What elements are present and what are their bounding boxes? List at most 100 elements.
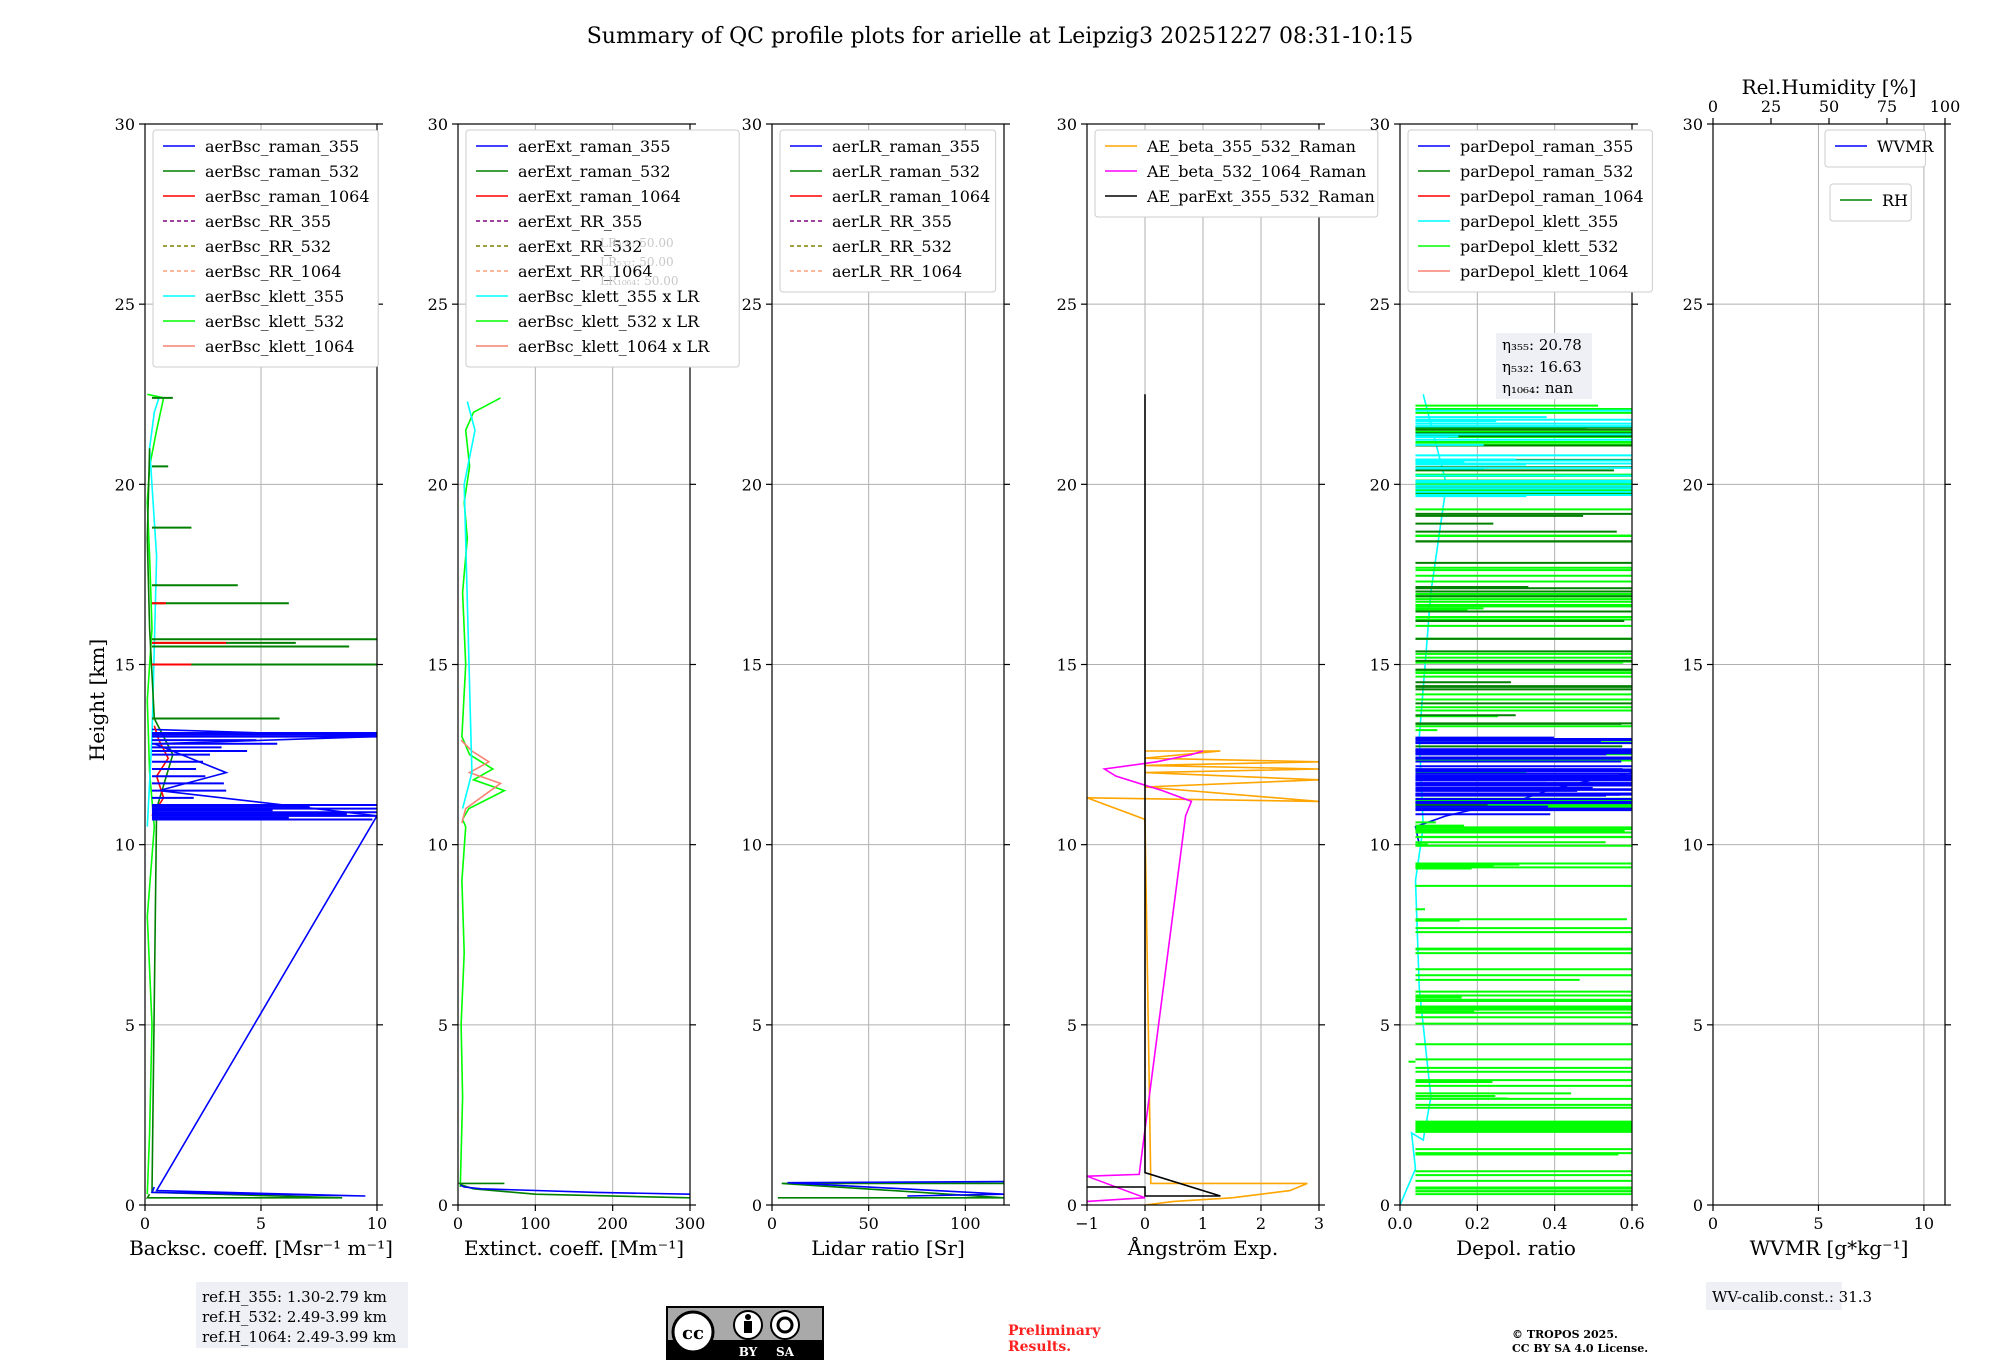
x-tick-label: 0.6 bbox=[1619, 1214, 1644, 1233]
preliminary-results: Preliminary Results. bbox=[1008, 1323, 1101, 1355]
series-group bbox=[777, 1180, 1004, 1199]
legend-entry: aerExt_RR_1064 bbox=[518, 262, 653, 281]
legend: parDepol_raman_355 parDepol_raman_532 parD… bbox=[1407, 129, 1653, 293]
series-aerExt_raman_355 bbox=[459, 1184, 690, 1195]
series-aerBsc_klett_355 x LR bbox=[461, 401, 476, 809]
x-tick-label: 0 bbox=[453, 1214, 463, 1233]
x-tick-label: 10 bbox=[1914, 1214, 1934, 1233]
preliminary-line-2: Results. bbox=[1008, 1339, 1071, 1355]
legend-box bbox=[1407, 129, 1653, 293]
legend-entry: aerLR_RR_355 bbox=[832, 212, 952, 231]
legend-entry: aerLR_raman_532 bbox=[832, 162, 980, 181]
x-tick-label: 0 bbox=[1140, 1214, 1150, 1233]
y-tick-label: 10 bbox=[742, 836, 762, 855]
y-tick-label: 20 bbox=[1683, 475, 1703, 494]
ref-height-355: ref.H_355: 1.30-2.79 km bbox=[202, 1288, 387, 1306]
y-tick-label: 15 bbox=[742, 656, 762, 675]
y-tick-label: 0 bbox=[125, 1196, 135, 1215]
y-tick-label: 20 bbox=[1057, 475, 1077, 494]
legend-entry: parDepol_raman_1064 bbox=[1460, 187, 1644, 206]
legend-entry: AE_beta_355_532_Raman bbox=[1146, 137, 1356, 156]
series-group bbox=[1087, 394, 1319, 1205]
series-AE_beta_355_532_Raman bbox=[1087, 750, 1319, 1205]
y-tick-label: 20 bbox=[1370, 475, 1390, 494]
y-tick-label: 30 bbox=[742, 115, 762, 134]
copyright-line-1: © TROPOS 2025. bbox=[1512, 1328, 1618, 1341]
y-tick-label: 10 bbox=[428, 836, 448, 855]
y-tick-label: 15 bbox=[1370, 656, 1390, 675]
panel-backscatter: 0 5 10 15 20 25 30 0 5 10 Backsc. coeff. [Msr⁻¹ m⁻… bbox=[115, 115, 393, 1260]
cc-label: cc bbox=[682, 1323, 704, 1344]
legend-entry: aerExt_RR_532 bbox=[518, 237, 642, 256]
x-tick-label: 0 bbox=[140, 1214, 150, 1233]
y-tick-label: 0 bbox=[1067, 1196, 1077, 1215]
eta-355: η₃₅₅: 20.78 bbox=[1502, 336, 1582, 354]
legend-entry: aerBsc_raman_355 bbox=[205, 137, 359, 156]
x-tick-label: 0.2 bbox=[1465, 1214, 1490, 1233]
legend-entry: aerExt_raman_355 bbox=[518, 137, 671, 156]
y-tick-label: 25 bbox=[1057, 295, 1077, 314]
x-tick-label: 100 bbox=[950, 1214, 981, 1233]
y-tick-label: 0 bbox=[438, 1196, 448, 1215]
legend-entry: aerLR_RR_1064 bbox=[832, 262, 962, 281]
y-tick-label: 10 bbox=[1370, 836, 1390, 855]
legend-2: RH bbox=[1829, 183, 1912, 222]
series-group bbox=[145, 393, 377, 1199]
ref-height-532: ref.H_532: 2.49-3.99 km bbox=[202, 1308, 387, 1326]
series-aerLR_raman_532 bbox=[777, 1182, 1004, 1199]
y-tick-label: 20 bbox=[742, 475, 762, 494]
x-tick-label: 50 bbox=[858, 1214, 878, 1233]
cc-license-badge[interactable]: cc BY SA bbox=[666, 1306, 824, 1362]
x-axis-label: Lidar ratio [Sr] bbox=[811, 1236, 965, 1260]
panel-depolarization: 0 5 10 15 20 25 30 0.0 0.2 0.4 0.6 Depol. ratio parD… bbox=[1370, 115, 1653, 1260]
y-tick-label: 25 bbox=[1370, 295, 1390, 314]
legend: AE_beta_355_532_Raman AE_beta_532_1064_Ra… bbox=[1094, 129, 1379, 218]
legend-entry: aerLR_raman_1064 bbox=[832, 187, 990, 206]
lr-value-532: LR₅₃₂: 50.00 bbox=[600, 255, 674, 269]
x-tick-label: 5 bbox=[256, 1214, 266, 1233]
copyright-line-2: CC BY SA 4.0 License. bbox=[1512, 1342, 1648, 1355]
legend-box bbox=[1824, 129, 1926, 168]
by-label: BY bbox=[739, 1345, 758, 1359]
panel-lidar_ratio: 0 5 10 15 20 25 30 0 50 100 Lidar ratio [Sr] aerLR_… bbox=[742, 115, 1010, 1260]
y-tick-label: 10 bbox=[1057, 836, 1077, 855]
x-tick-label: 0 bbox=[767, 1214, 777, 1233]
legend-entry: aerBsc_klett_532 x LR bbox=[518, 312, 700, 331]
legend-entry: aerBsc_raman_1064 bbox=[205, 187, 370, 206]
y-tick-label: 10 bbox=[115, 836, 135, 855]
eta-532: η₅₃₂: 16.63 bbox=[1502, 358, 1582, 376]
x-tick-label: 0.4 bbox=[1542, 1214, 1567, 1233]
x-tick-label: 0.0 bbox=[1387, 1214, 1412, 1233]
ref-height-1064: ref.H_1064: 2.49-3.99 km bbox=[202, 1328, 396, 1346]
series-aerBsc_klett_532 x LR bbox=[459, 397, 507, 1188]
legend-entry: AE_beta_532_1064_Raman bbox=[1146, 162, 1366, 181]
y-tick-label: 25 bbox=[742, 295, 762, 314]
legend: aerLR_raman_355 aerLR_raman_532 aerLR_rama… bbox=[779, 129, 997, 293]
lr-values: LR₃₅₅: 50.00 LR₅₃₂: 50.00 LR₁₀₆₄: 50.00 bbox=[600, 236, 678, 288]
y-tick-label: 20 bbox=[115, 475, 135, 494]
x-axis-label: WVMR [g*kg⁻¹] bbox=[1750, 1236, 1909, 1260]
legend-entry: parDepol_raman_355 bbox=[1460, 137, 1633, 156]
y-tick-label: 5 bbox=[1067, 1016, 1077, 1035]
legend-entry: aerBsc_raman_532 bbox=[205, 162, 359, 181]
series-aerLR_raman_355 bbox=[787, 1180, 1004, 1197]
eta-box: η₃₅₅: 20.78 η₅₃₂: 16.63 η₁₀₆₄: nan bbox=[1496, 333, 1592, 399]
top-x-tick-label: 75 bbox=[1877, 97, 1897, 116]
x-tick-label: 3 bbox=[1314, 1214, 1324, 1233]
x-axis-label: Backsc. coeff. [Msr⁻¹ m⁻¹] bbox=[129, 1236, 393, 1260]
x-tick-label: 200 bbox=[597, 1214, 628, 1233]
y-tick-label: 0 bbox=[1380, 1196, 1390, 1215]
legend: aerBsc_raman_355 aerBsc_raman_532 aerBsc_r… bbox=[152, 129, 379, 368]
x-tick-label: 2 bbox=[1256, 1214, 1266, 1233]
series-aerExt_raman_532 bbox=[458, 1182, 690, 1199]
x-tick-label: 10 bbox=[367, 1214, 387, 1233]
eta-1064: η₁₀₆₄: nan bbox=[1502, 379, 1573, 397]
y-tick-label: 5 bbox=[1380, 1016, 1390, 1035]
top-x-tick-label: 100 bbox=[1930, 97, 1961, 116]
legend-entry: aerBsc_klett_1064 bbox=[205, 337, 354, 356]
y-tick-label: 30 bbox=[1370, 115, 1390, 134]
legend-entry: aerBsc_RR_532 bbox=[205, 237, 331, 256]
